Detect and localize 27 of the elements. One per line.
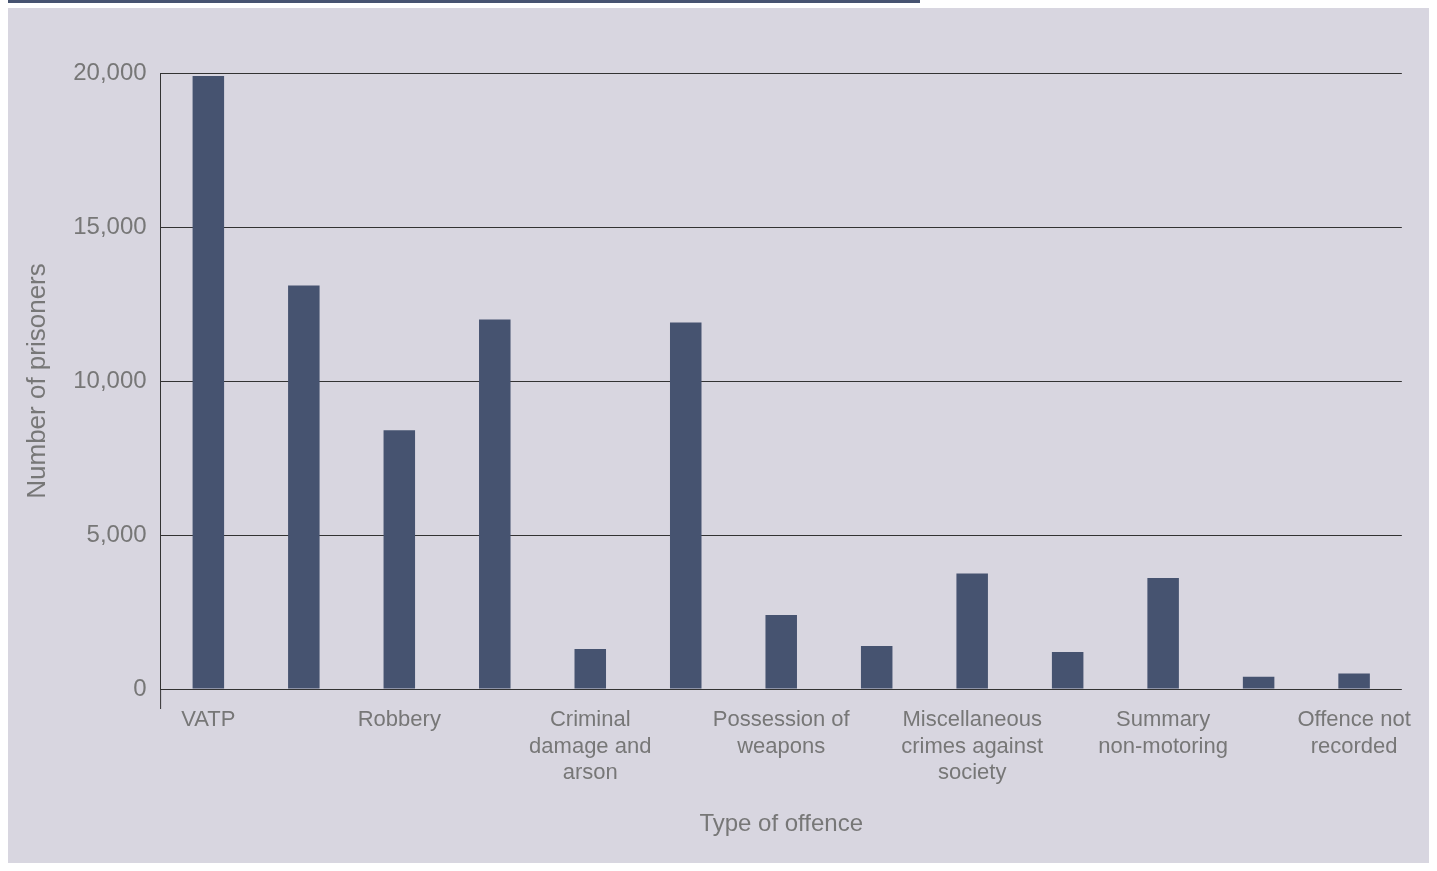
bar [479, 319, 511, 689]
x-tick-label: Possession of weapons [712, 706, 851, 758]
y-tick-label: 5,000 [86, 519, 147, 547]
y-axis-title: Number of prisoners [20, 263, 51, 499]
bar [383, 430, 416, 689]
bar [574, 648, 607, 689]
bar [1147, 578, 1179, 689]
bar [669, 322, 702, 689]
bar [1338, 673, 1370, 689]
bar [1051, 652, 1084, 689]
y-tick-label: 0 [133, 673, 147, 701]
bar [288, 285, 320, 689]
x-tick-label: Offence not recorded [1297, 706, 1411, 758]
x-tick-label: Criminal damage and arson [529, 706, 652, 785]
bar [1242, 676, 1275, 689]
y-tick-label: 10,000 [73, 365, 147, 393]
x-axis-title: Type of offence [699, 809, 864, 837]
bar [956, 573, 988, 689]
x-tick-label: Robbery [357, 706, 441, 732]
y-tick-label: 20,000 [73, 57, 147, 85]
bar [860, 645, 893, 689]
y-tick-label: 15,000 [73, 211, 147, 239]
x-tick-label: VATP [181, 706, 236, 732]
bar [765, 615, 797, 689]
bar [192, 76, 225, 689]
x-tick-label: Summary non-motoring [1098, 706, 1228, 758]
x-tick-label: Miscellaneous crimes against society [901, 706, 1044, 785]
